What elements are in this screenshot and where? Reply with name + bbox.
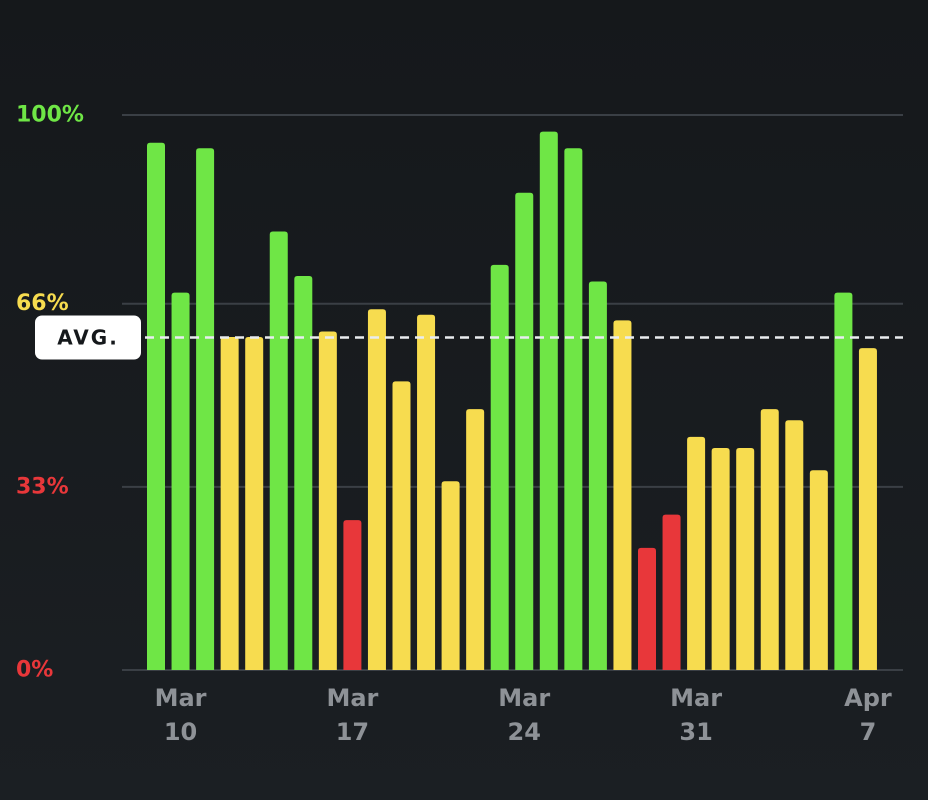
- bar-mar-22: [466, 409, 485, 670]
- x-tick-day: 17: [336, 718, 369, 746]
- bar-mar-29: [638, 547, 656, 670]
- bar-mar-21: [441, 481, 460, 670]
- bar-mar-28: [613, 320, 632, 670]
- x-tick-day: 31: [679, 718, 712, 746]
- average-badge: [35, 315, 141, 360]
- bar-apr-3: [760, 409, 779, 670]
- bar-mar-18: [367, 309, 386, 670]
- x-tick-day: 7: [860, 718, 877, 746]
- bar-mar-14: [269, 231, 288, 671]
- y-tick-label: 0%: [16, 658, 53, 683]
- x-tick-month: Mar: [155, 684, 207, 712]
- bar-mar-27: [588, 281, 607, 670]
- x-tick-month: Mar: [326, 684, 378, 712]
- bar-mar-20: [417, 314, 436, 670]
- bar-mar-16: [318, 331, 337, 670]
- average-label: AVG.: [57, 326, 119, 350]
- bar-apr-2: [736, 448, 755, 670]
- x-tick-day: 10: [164, 718, 197, 746]
- x-axis-ticks: Mar 10 Mar 17 Mar 24 Mar 31 Apr 7: [155, 684, 892, 746]
- bar-mar-30: [662, 514, 681, 670]
- x-tick-month: Apr: [844, 684, 892, 712]
- x-tick-month: Mar: [670, 684, 722, 712]
- y-tick-label: 100%: [16, 103, 84, 128]
- bar-mar-26: [564, 148, 583, 671]
- bar-mar-12: [220, 337, 239, 670]
- bar-mar-9: [147, 142, 165, 670]
- bar-apr-7: [858, 348, 877, 670]
- bar-apr-5: [809, 470, 828, 670]
- y-tick-label: 33%: [16, 474, 69, 499]
- bar-mar-13: [245, 337, 264, 670]
- y-axis-ticks: 100% 66% 33% 0%: [16, 103, 84, 683]
- bar-apr-6: [834, 292, 853, 670]
- bar-apr-1: [711, 448, 730, 670]
- bar-mar-23: [490, 264, 509, 670]
- bar-mar-19: [392, 381, 411, 670]
- y-tick-label: 66%: [16, 291, 69, 316]
- bar-mar-31: [687, 436, 706, 670]
- bar-mar-17: [343, 520, 362, 670]
- bar-mar-15: [294, 275, 313, 670]
- bar-apr-4: [785, 420, 804, 670]
- bar-mar-25: [539, 131, 558, 670]
- x-tick-month: Mar: [498, 684, 550, 712]
- average-line-group: AVG.: [35, 315, 903, 360]
- bar-mar-24: [515, 192, 534, 670]
- bars: [147, 131, 877, 671]
- x-tick-day: 24: [508, 718, 541, 746]
- bar-mar-11: [196, 148, 215, 671]
- bar-mar-10: [171, 292, 190, 670]
